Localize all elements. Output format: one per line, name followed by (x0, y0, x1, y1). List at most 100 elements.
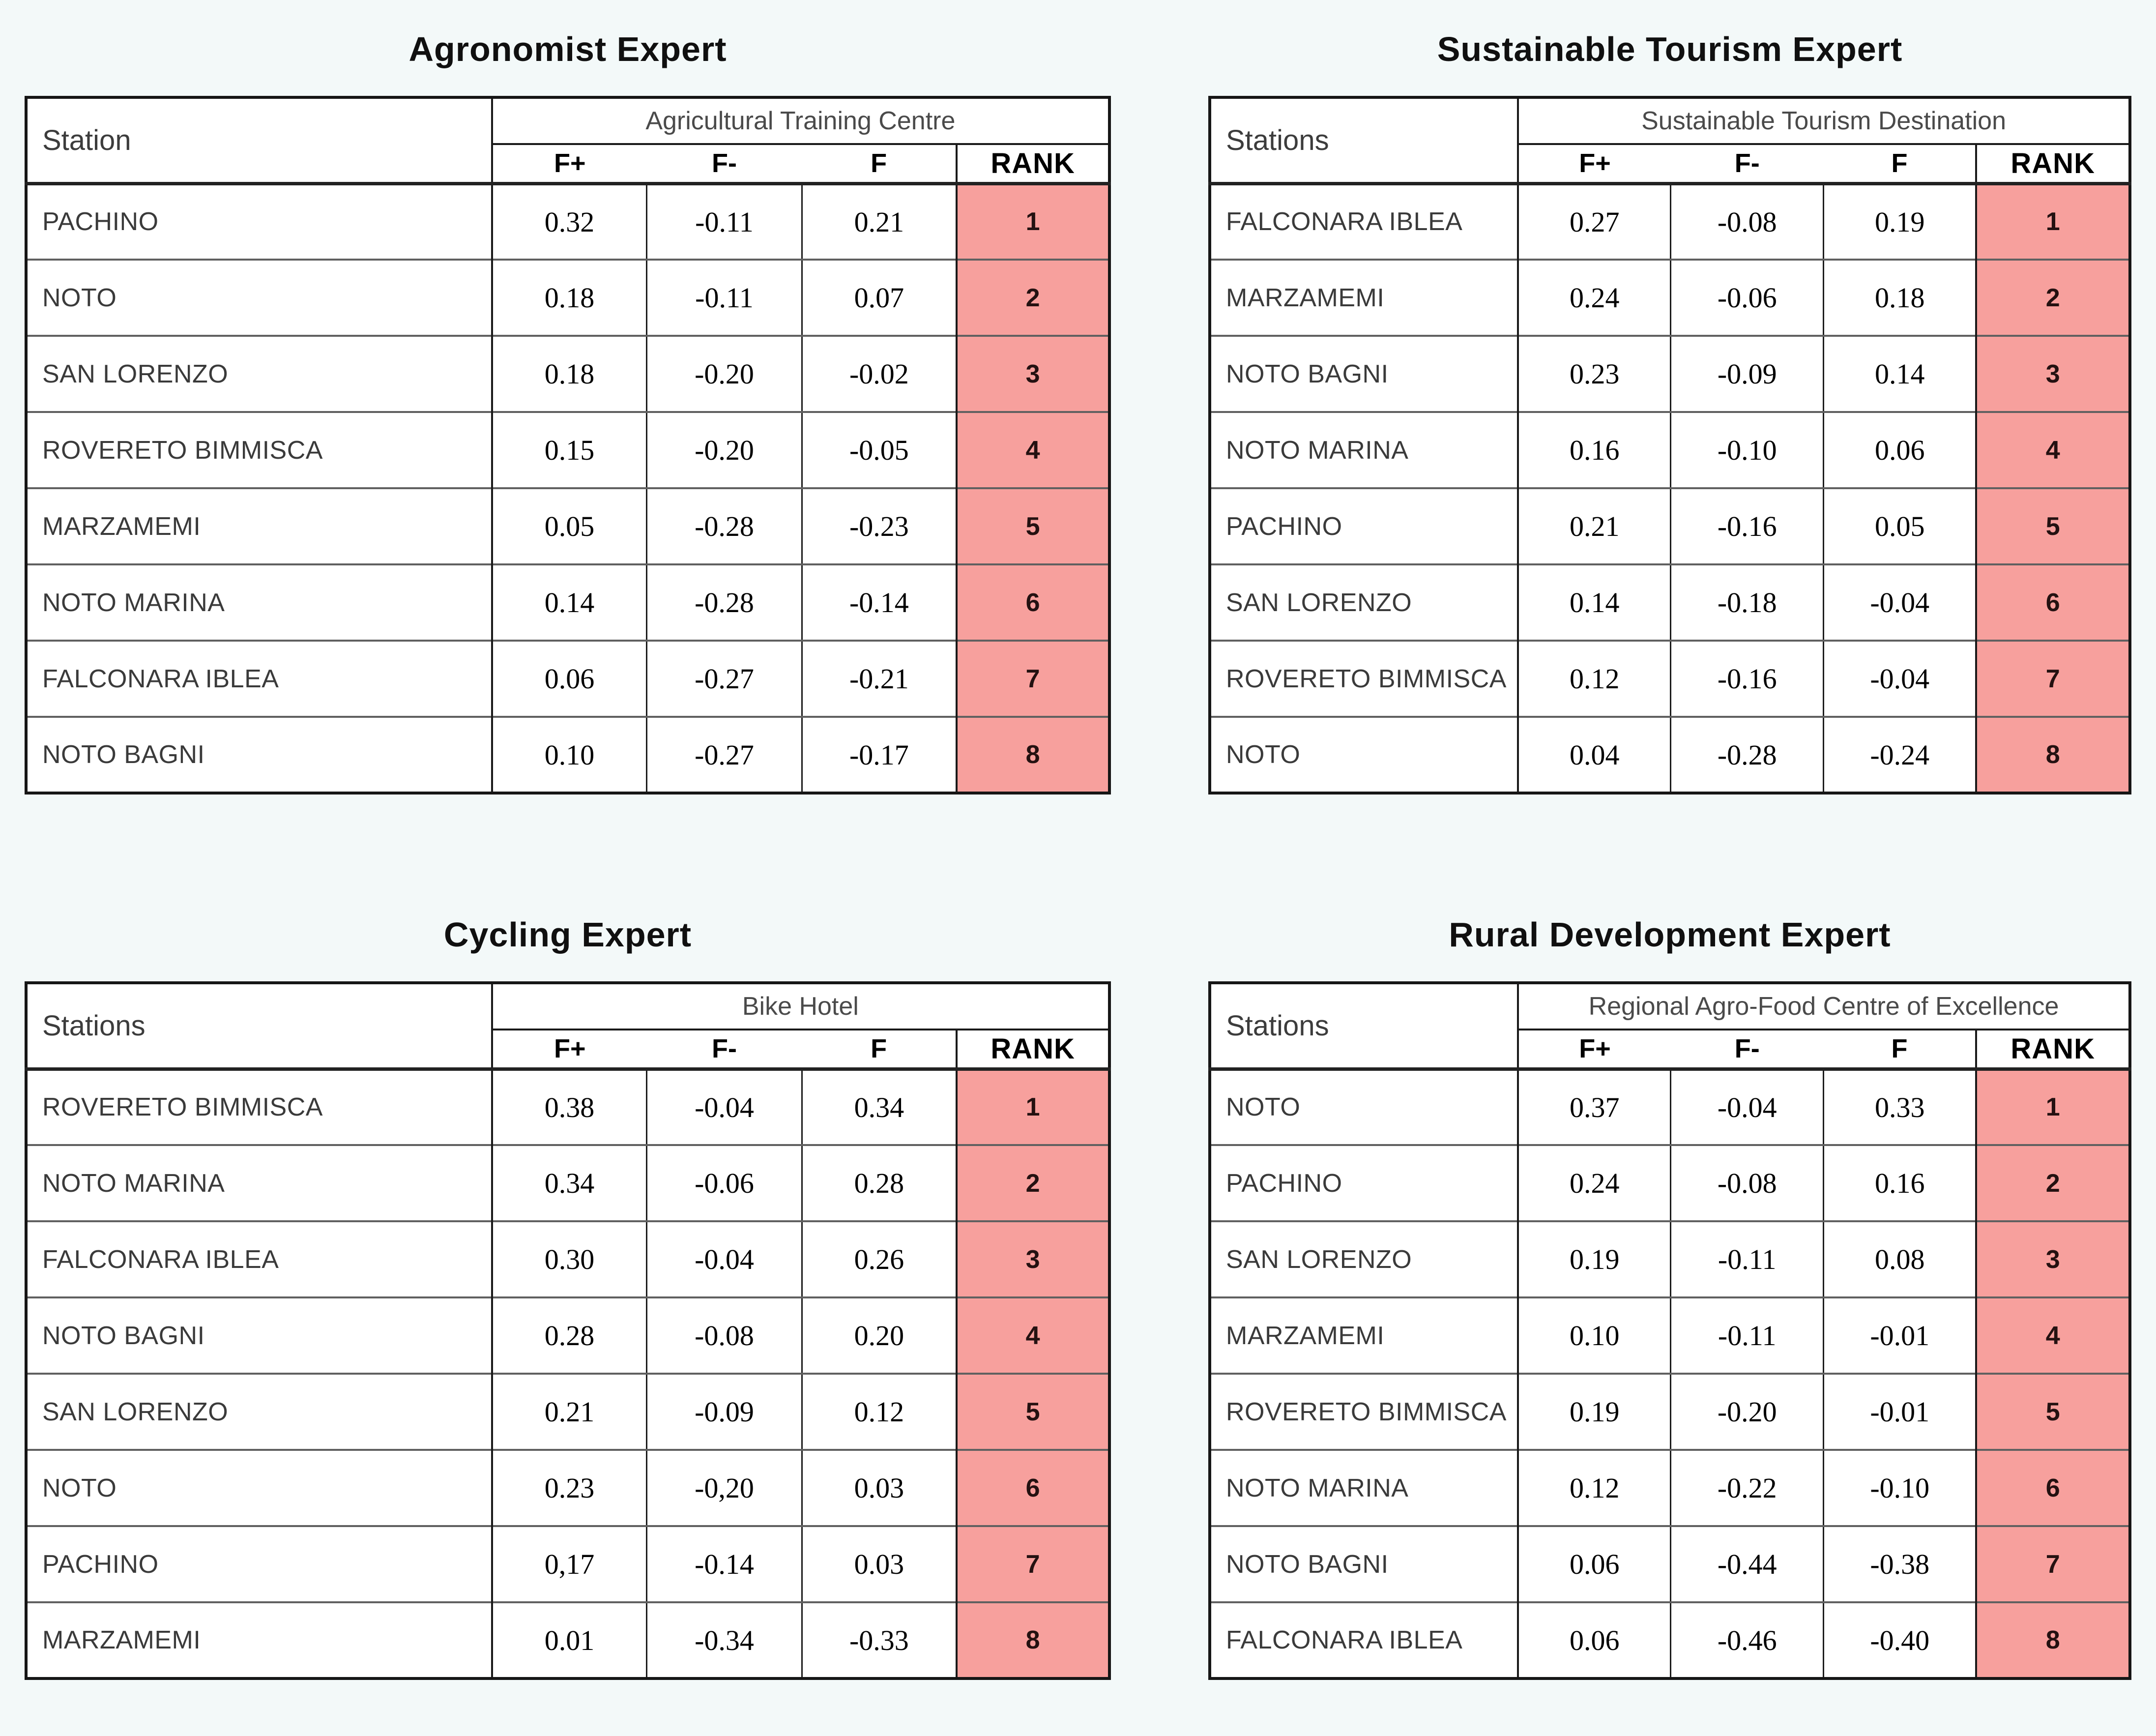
rank-value: 7 (956, 1525, 1109, 1602)
f-net-value: -0.01 (1823, 1373, 1977, 1450)
rank-value: 2 (1975, 259, 2130, 336)
f-plus-value: 0.18 (491, 335, 647, 412)
f-plus-value: 0.34 (491, 1144, 647, 1221)
table-row: MARZAMEMI 0.01 -0.34 -0.33 8 (26, 1601, 1109, 1678)
table-row: FALCONARA IBLEA 0.27 -0.08 0.19 1 (1210, 182, 2130, 260)
f-net-value: 0.03 (801, 1525, 957, 1602)
station-name: FALCONARA IBLEA (26, 640, 493, 717)
rank-value: 8 (956, 1601, 1109, 1678)
rank-value: 1 (956, 182, 1109, 260)
station-name: SAN LORENZO (1210, 563, 1519, 641)
sustainable-tourism-expert-table: Stations Sustainable Tourism Destination… (1208, 96, 2131, 794)
station-name: NOTO (1210, 1068, 1519, 1145)
station-name: ROVERETO BIMMISCA (26, 411, 493, 488)
f-minus-value: -0.16 (1670, 487, 1824, 564)
fplus-column-header: F+ (492, 1030, 647, 1071)
station-name: MARZAMEMI (1210, 1296, 1519, 1374)
f-minus-value: -0.11 (646, 259, 802, 336)
fplus-column-header: F+ (492, 144, 647, 185)
station-name: NOTO BAGNI (1210, 335, 1519, 412)
f-net-value: -0.21 (801, 640, 957, 717)
fminus-column-header: F- (1670, 1030, 1824, 1071)
f-plus-value: 0.37 (1517, 1068, 1671, 1145)
rank-value: 6 (1975, 1449, 2130, 1526)
f-minus-value: -0.28 (1670, 716, 1824, 793)
f-minus-value: -0.28 (646, 563, 802, 641)
f-minus-value: -0.10 (1670, 411, 1824, 488)
fminus-column-header: F- (1670, 144, 1824, 185)
f-net-value: 0.21 (801, 182, 957, 260)
f-plus-value: 0.12 (1517, 1449, 1671, 1526)
f-plus-value: 0.30 (491, 1220, 647, 1297)
rank-value: 1 (1975, 1068, 2130, 1145)
table-row: SAN LORENZO 0.19 -0.11 0.08 3 (1210, 1220, 2130, 1297)
table-title-agronomist: Agronomist Expert (408, 30, 727, 68)
f-minus-value: -0.11 (646, 182, 802, 260)
rank-value: 7 (1975, 1525, 2130, 1602)
f-plus-value: 0.06 (1517, 1601, 1671, 1678)
f-plus-value: 0.01 (491, 1601, 647, 1678)
f-plus-value: 0.14 (1517, 563, 1671, 641)
f-minus-value: -0.11 (1670, 1220, 1824, 1297)
f-minus-value: -0.20 (1670, 1373, 1824, 1450)
f-minus-value: -0.20 (646, 411, 802, 488)
station-name: NOTO BAGNI (1210, 1525, 1519, 1602)
rank-value: 6 (956, 1449, 1109, 1526)
rank-value: 3 (956, 335, 1109, 412)
fminus-column-header: F- (646, 144, 802, 185)
f-minus-value: -0.20 (646, 335, 802, 412)
rank-value: 4 (956, 411, 1109, 488)
f-net-value: -0.10 (1823, 1449, 1977, 1526)
rank-value: 4 (1975, 411, 2130, 488)
f-plus-value: 0.10 (491, 716, 647, 793)
f-net-value: -0.02 (801, 335, 957, 412)
group-header: Bike Hotel (492, 983, 1109, 1030)
f-minus-value: -0.46 (1670, 1601, 1824, 1678)
f-plus-value: 0.16 (1517, 411, 1671, 488)
f-net-value: -0.14 (801, 563, 957, 641)
table-row: NOTO 0.18 -0.11 0.07 2 (26, 259, 1109, 336)
table-title-cycling: Cycling Expert (443, 915, 692, 954)
station-name: FALCONARA IBLEA (1210, 182, 1519, 260)
f-net-value: 0.12 (801, 1373, 957, 1450)
f-plus-value: 0.10 (1517, 1296, 1671, 1374)
station-name: ROVERETO BIMMISCA (1210, 640, 1519, 717)
rank-value: 2 (1975, 1144, 2130, 1221)
table-row: NOTO MARINA 0.34 -0.06 0.28 2 (26, 1144, 1109, 1221)
rank-column-header: RANK (956, 144, 1109, 185)
f-plus-value: 0.06 (1517, 1525, 1671, 1602)
rank-value: 5 (956, 487, 1109, 564)
f-column-header: F (1823, 144, 1977, 185)
station-name: NOTO BAGNI (26, 716, 493, 793)
table-row: NOTO BAGNI 0.28 -0.08 0.20 4 (26, 1296, 1109, 1374)
f-plus-value: 0.24 (1517, 1144, 1671, 1221)
f-plus-value: 0.19 (1517, 1220, 1671, 1297)
f-minus-value: -0.06 (646, 1144, 802, 1221)
f-minus-value: -0,20 (646, 1449, 802, 1526)
station-name: PACHINO (1210, 1144, 1519, 1221)
f-net-value: -0.33 (801, 1601, 957, 1678)
f-plus-value: 0.14 (491, 563, 647, 641)
f-minus-value: -0.18 (1670, 563, 1824, 641)
f-minus-value: -0.08 (1670, 1144, 1824, 1221)
station-name: FALCONARA IBLEA (26, 1220, 493, 1297)
f-column-header: F (1823, 1030, 1977, 1071)
station-name: FALCONARA IBLEA (1210, 1601, 1519, 1678)
rank-column-header: RANK (956, 1030, 1109, 1071)
f-net-value: -0.40 (1823, 1601, 1977, 1678)
f-net-value: 0.03 (801, 1449, 957, 1526)
f-plus-value: 0.18 (491, 259, 647, 336)
station-name: NOTO MARINA (1210, 1449, 1519, 1526)
f-plus-value: 0.06 (491, 640, 647, 717)
group-header: Sustainable Tourism Destination (1518, 97, 2130, 145)
table-row: ROVERETO BIMMISCA 0.15 -0.20 -0.05 4 (26, 411, 1109, 488)
table-title-sustainable-tourism: Sustainable Tourism Expert (1437, 30, 1903, 68)
rank-value: 8 (1975, 1601, 2130, 1678)
table-row: MARZAMEMI 0.10 -0.11 -0.01 4 (1210, 1296, 2130, 1374)
table-row: PACHINO 0.21 -0.16 0.05 5 (1210, 487, 2130, 564)
table-row: NOTO MARINA 0.12 -0.22 -0.10 6 (1210, 1449, 2130, 1526)
station-name: MARZAMEMI (1210, 259, 1519, 336)
rank-value: 5 (1975, 487, 2130, 564)
station-name: SAN LORENZO (26, 1373, 493, 1450)
table-row: MARZAMEMI 0.05 -0.28 -0.23 5 (26, 487, 1109, 564)
